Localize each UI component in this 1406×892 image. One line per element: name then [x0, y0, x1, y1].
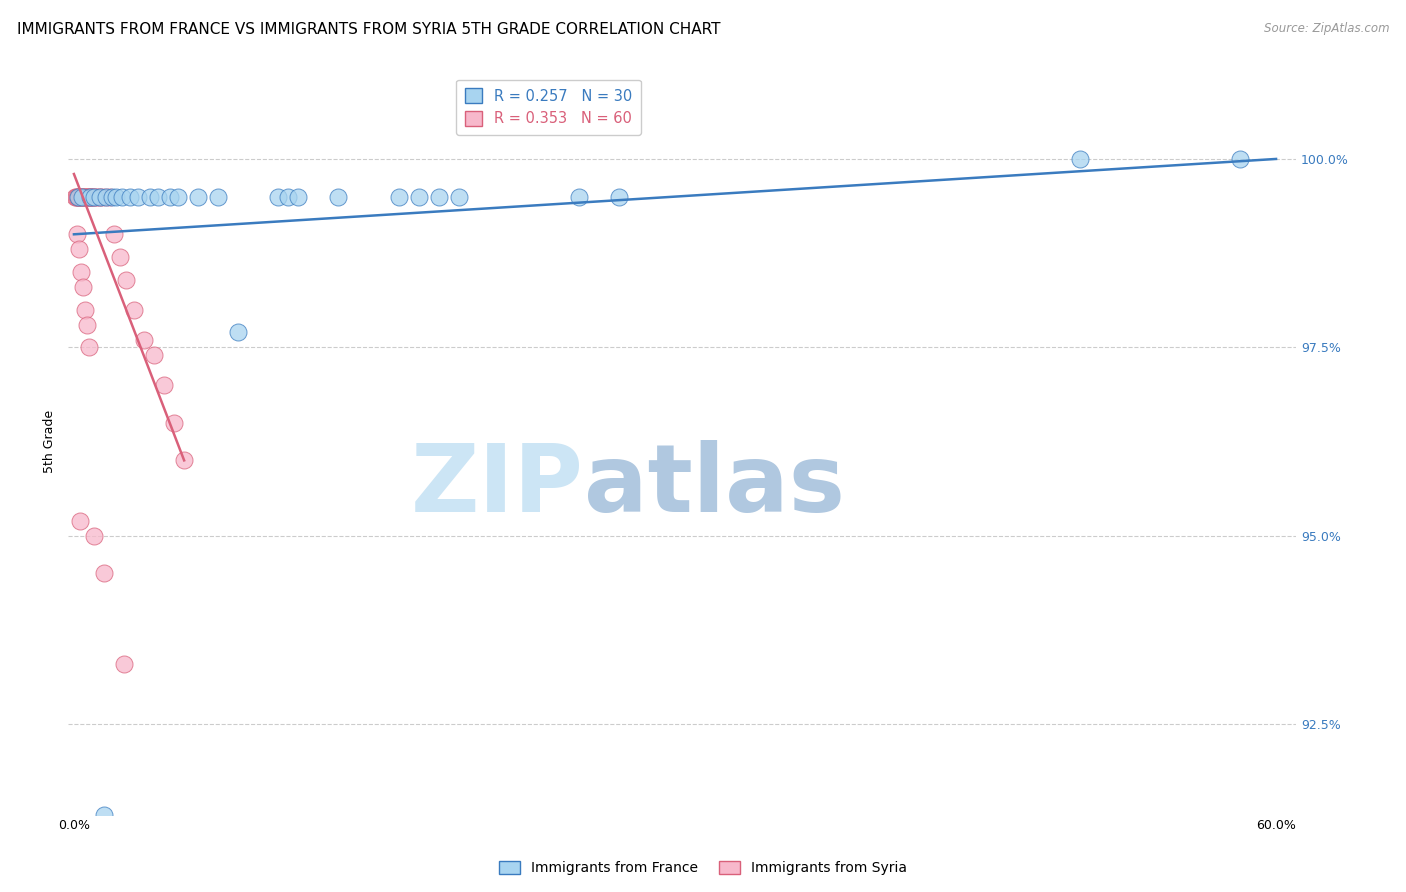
Point: [70, 189, 93, 203]
Point: [89, 189, 111, 203]
Point: [146, 189, 169, 203]
Point: [328, 189, 350, 203]
Point: [118, 189, 141, 203]
Point: [79, 189, 101, 203]
Point: [76, 189, 98, 203]
Point: [115, 272, 138, 286]
Legend: Immigrants from France, Immigrants from Syria: Immigrants from France, Immigrants from …: [494, 855, 912, 880]
Point: [73, 189, 96, 203]
Point: [153, 378, 176, 392]
Point: [159, 189, 181, 203]
Point: [94, 189, 117, 203]
Point: [98, 189, 121, 203]
Point: [79, 189, 101, 203]
Point: [568, 189, 591, 203]
Point: [63, 189, 86, 203]
Text: IMMIGRANTS FROM FRANCE VS IMMIGRANTS FROM SYRIA 5TH GRADE CORRELATION CHART: IMMIGRANTS FROM FRANCE VS IMMIGRANTS FRO…: [17, 22, 720, 37]
Point: [76, 318, 98, 332]
Point: [93, 566, 115, 581]
Point: [1229, 152, 1251, 166]
Point: [72, 189, 94, 203]
Point: [387, 189, 409, 203]
Point: [408, 189, 430, 203]
Point: [143, 348, 166, 362]
Point: [287, 189, 309, 203]
Point: [94, 189, 117, 203]
Point: [103, 227, 125, 242]
Point: [67, 189, 90, 203]
Point: [70, 189, 93, 203]
Point: [101, 189, 124, 203]
Point: [173, 453, 195, 467]
Point: [66, 189, 89, 203]
Point: [75, 189, 97, 203]
Legend: R = 0.257   N = 30, R = 0.353   N = 60: R = 0.257 N = 30, R = 0.353 N = 60: [456, 79, 641, 135]
Point: [112, 657, 135, 671]
Point: [89, 189, 111, 203]
Point: [80, 189, 103, 203]
Point: [70, 265, 93, 279]
Point: [70, 189, 93, 203]
Point: [73, 189, 96, 203]
Point: [82, 189, 104, 203]
Point: [80, 189, 103, 203]
Point: [427, 189, 450, 203]
Text: ZIP: ZIP: [411, 441, 583, 533]
Point: [72, 280, 94, 294]
Point: [267, 189, 290, 203]
Point: [163, 416, 186, 430]
Point: [122, 302, 145, 317]
Point: [226, 325, 249, 339]
Point: [139, 189, 162, 203]
Point: [66, 189, 89, 203]
Point: [607, 189, 630, 203]
Point: [69, 189, 91, 203]
Point: [87, 189, 110, 203]
Point: [127, 189, 149, 203]
Point: [447, 189, 470, 203]
Point: [207, 189, 229, 203]
Point: [277, 189, 299, 203]
Point: [69, 514, 91, 528]
Point: [77, 189, 100, 203]
Point: [108, 250, 131, 264]
Point: [84, 189, 107, 203]
Point: [105, 189, 128, 203]
Point: [167, 189, 190, 203]
Point: [77, 189, 100, 203]
Y-axis label: 5th Grade: 5th Grade: [44, 410, 56, 473]
Point: [66, 227, 89, 242]
Point: [93, 807, 115, 822]
Point: [73, 302, 96, 317]
Point: [1069, 152, 1091, 166]
Point: [187, 189, 209, 203]
Point: [83, 189, 105, 203]
Point: [83, 529, 105, 543]
Point: [83, 189, 105, 203]
Text: atlas: atlas: [583, 441, 845, 533]
Text: Source: ZipAtlas.com: Source: ZipAtlas.com: [1264, 22, 1389, 36]
Point: [91, 189, 114, 203]
Point: [132, 333, 155, 347]
Point: [77, 340, 100, 354]
Point: [111, 189, 134, 203]
Point: [65, 189, 87, 203]
Point: [66, 189, 89, 203]
Point: [67, 243, 90, 257]
